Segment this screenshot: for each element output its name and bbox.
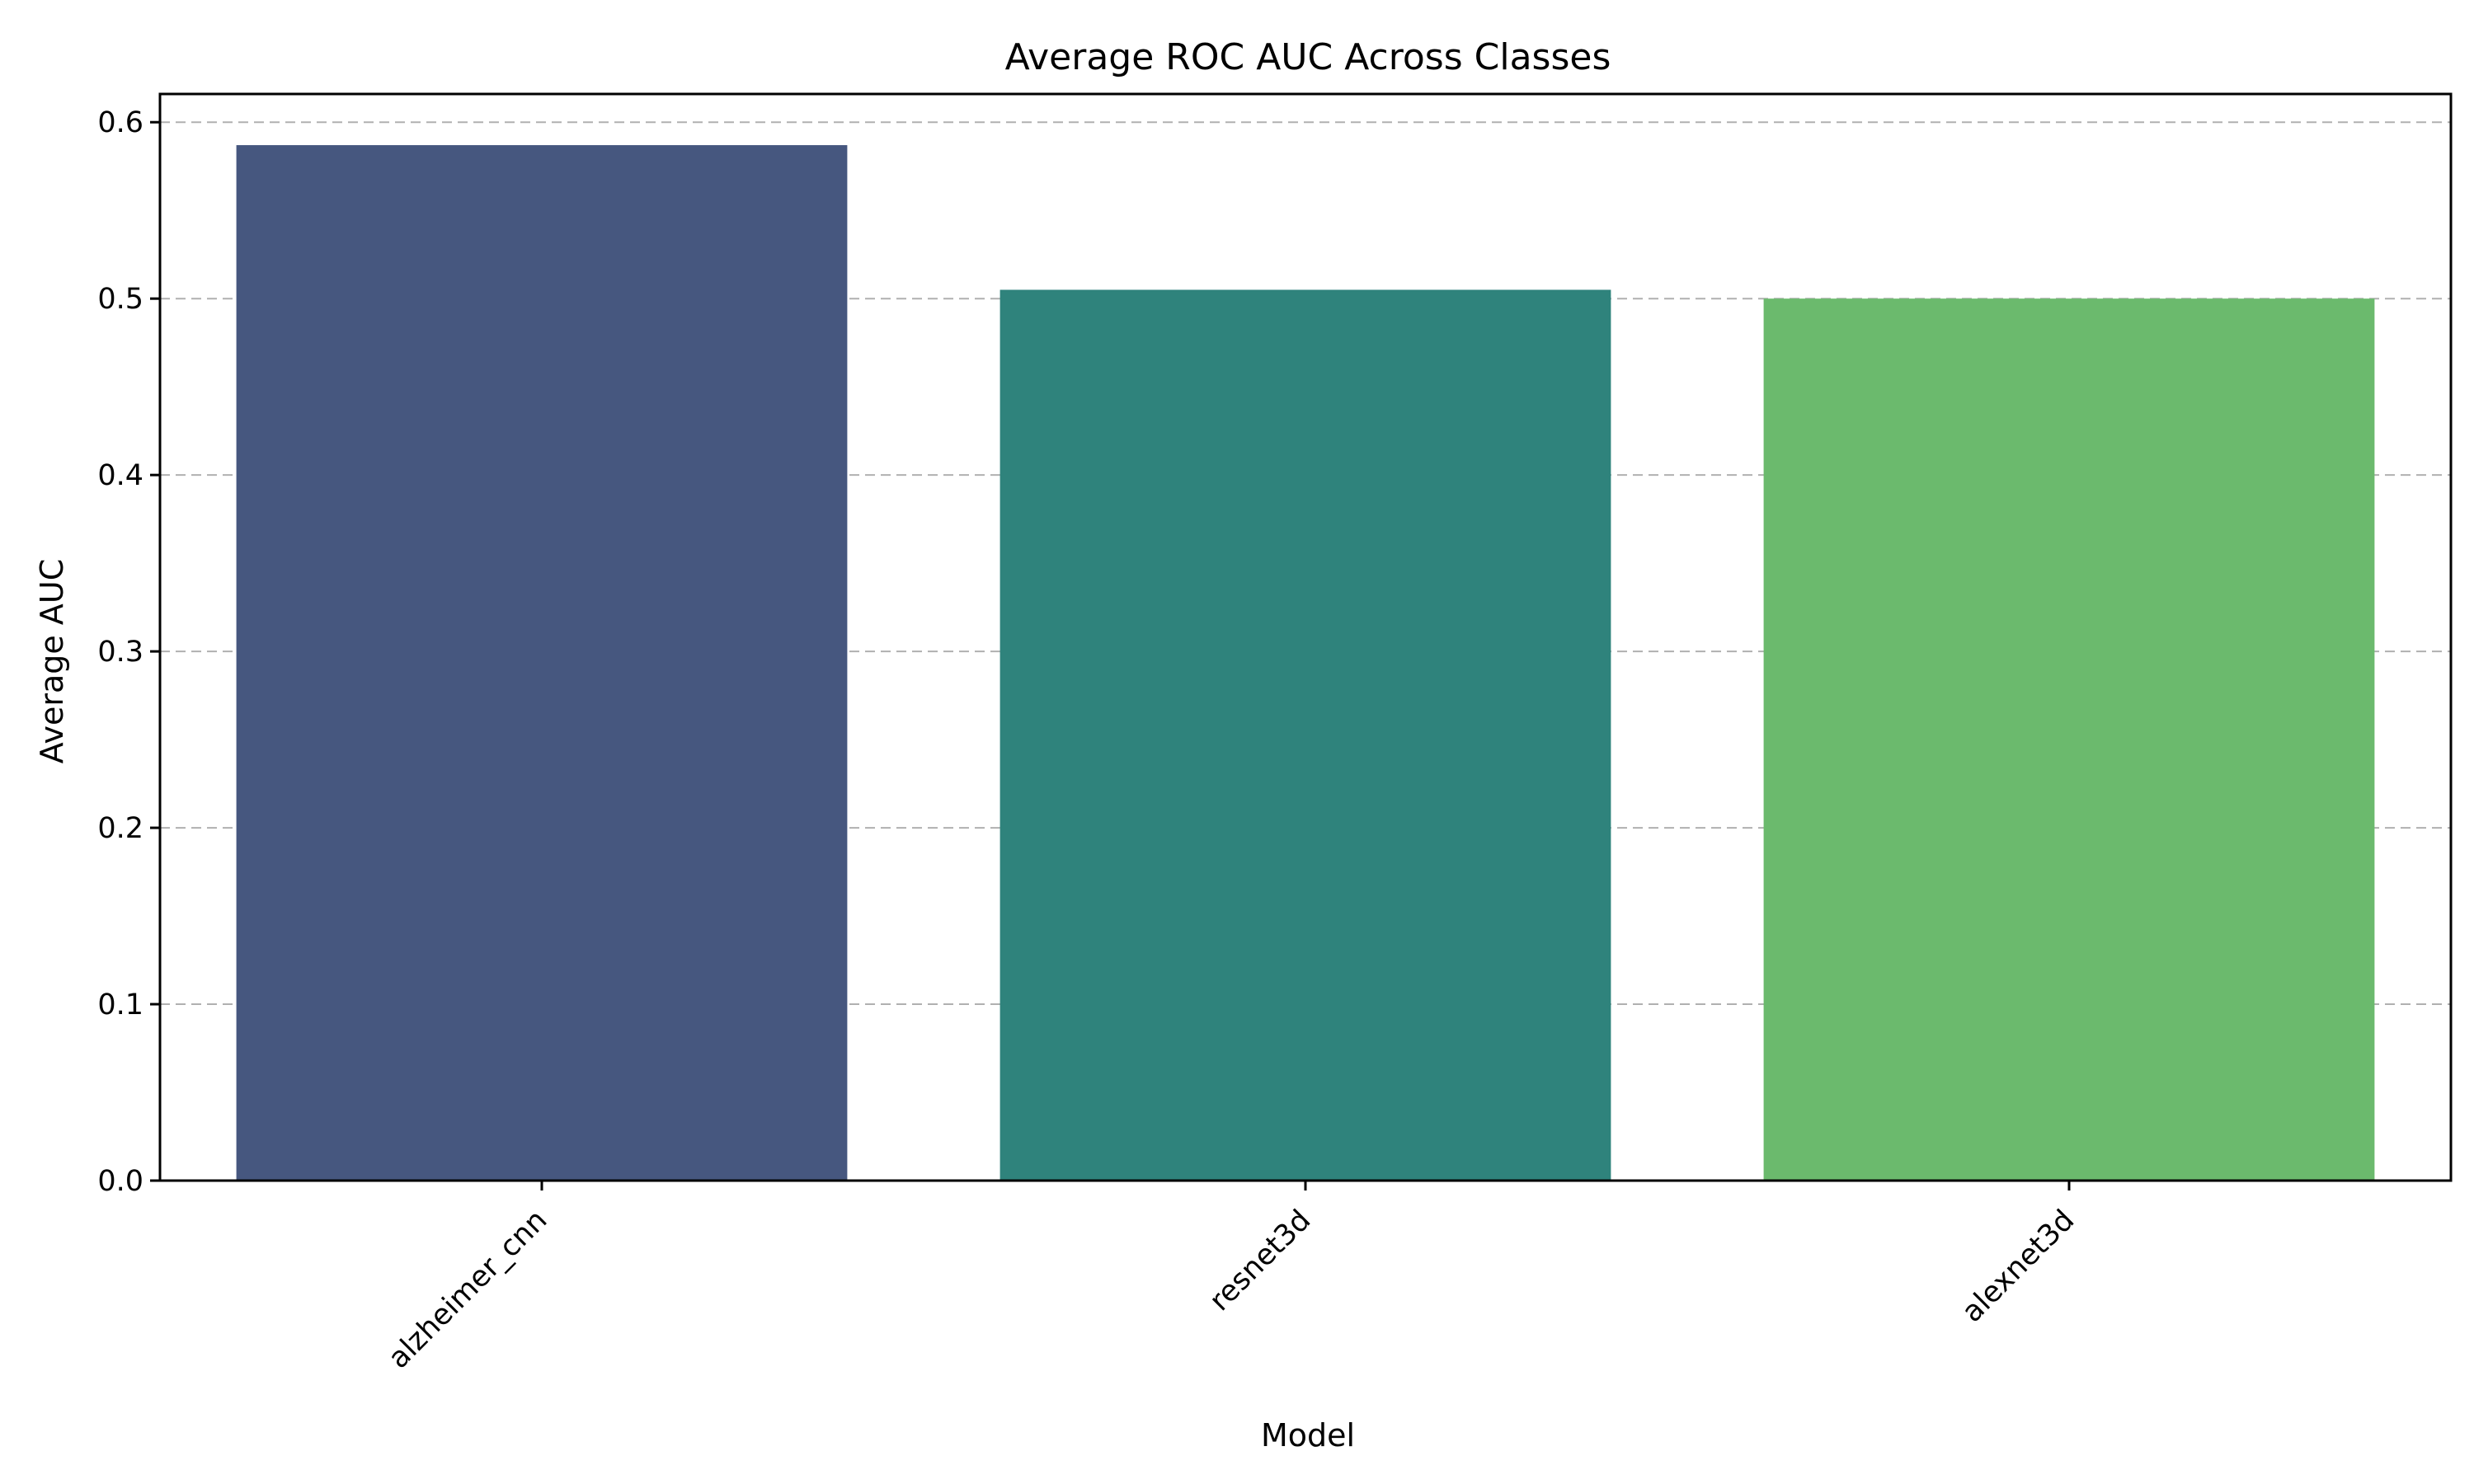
y-tick-label: 0.2	[97, 812, 143, 845]
bar-resnet3d	[999, 289, 1611, 1181]
x-tick-label: alexnet3d	[1956, 1204, 2081, 1329]
y-tick-label: 0.1	[97, 989, 143, 1021]
bar-alzheimer_cnn	[236, 145, 848, 1181]
x-axis-label: Model	[1261, 1417, 1355, 1453]
y-tick-label: 0.5	[97, 283, 143, 316]
y-axis-label: Average AUC	[34, 559, 70, 763]
x-tick-label: alzheimer_cnn	[382, 1204, 553, 1375]
bars	[236, 145, 2375, 1181]
x-axis: alzheimer_cnn resnet3d alexnet3d	[382, 1181, 2081, 1375]
bar-alexnet3d	[1763, 298, 2375, 1181]
y-tick-label: 0.3	[97, 636, 143, 669]
x-tick-label: resnet3d	[1203, 1204, 1317, 1317]
y-tick-label: 0.4	[97, 459, 143, 492]
y-tick-label: 0.6	[97, 106, 143, 139]
y-tick-label: 0.0	[97, 1165, 143, 1198]
y-axis: 0.0 0.1 0.2 0.3 0.4 0.5 0.6	[97, 106, 160, 1198]
chart-title: Average ROC AUC Across Classes	[1005, 36, 1611, 78]
